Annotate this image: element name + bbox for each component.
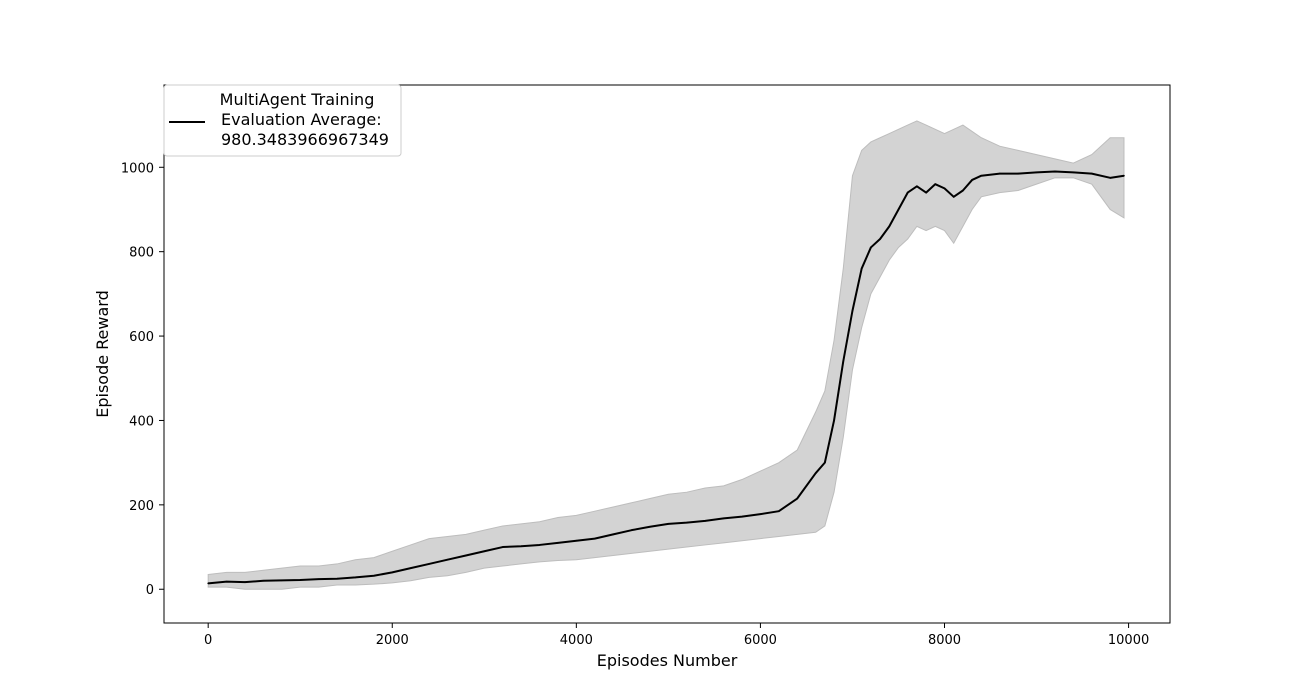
- series-0-point: [888, 225, 891, 228]
- series-0-point: [1054, 170, 1056, 173]
- y-tick-label: 1000: [121, 161, 154, 176]
- series-0-point: [870, 246, 872, 249]
- series-0-point: [391, 571, 394, 574]
- series-0-point: [593, 537, 596, 540]
- series-0-point: [207, 582, 209, 585]
- series-0-line: [208, 170, 1125, 585]
- series-0-point: [520, 545, 522, 547]
- series-0-point: [842, 360, 845, 363]
- series-0-point: [879, 238, 881, 240]
- series-0-point: [446, 558, 449, 561]
- series-0-point: [934, 183, 937, 185]
- series-0-point: [281, 579, 283, 582]
- series-0-point: [557, 542, 559, 544]
- series-0-point: [262, 580, 265, 582]
- y-axis-ticks: 0 200 400 600 800 1000: [121, 161, 164, 598]
- series-0-point: [649, 525, 651, 528]
- series-0-point: [906, 191, 909, 194]
- x-tick-label: 6000: [744, 633, 777, 648]
- series-0-point: [1035, 171, 1038, 174]
- series-0-point: [824, 461, 826, 464]
- series-0-point: [1017, 172, 1019, 175]
- series-0-point: [722, 517, 725, 520]
- series-0-band: [207, 120, 1125, 590]
- series-0-point: [925, 191, 927, 194]
- y-axis-label: Episode Reward: [93, 290, 112, 418]
- series-0-point: [741, 515, 743, 518]
- series-0-point: [860, 267, 863, 270]
- series-0-point: [538, 544, 541, 546]
- series-0-point: [962, 189, 964, 192]
- y-tick-label: 0: [146, 583, 154, 598]
- x-tick-label: 8000: [928, 633, 961, 648]
- y-tick-label: 800: [129, 246, 154, 261]
- series-0-point: [1109, 177, 1111, 179]
- series-0-point: [685, 521, 688, 524]
- series-0-point: [814, 472, 817, 475]
- series-0-point: [630, 529, 633, 531]
- plot-frame: [163, 84, 1171, 624]
- series-0-point: [1123, 174, 1125, 177]
- series-0-point: [833, 419, 835, 422]
- series-0-point: [225, 580, 228, 583]
- series-0-point: [575, 539, 578, 542]
- series-0-point: [796, 497, 799, 500]
- series-0-point: [667, 523, 670, 525]
- series-0-point: [317, 578, 320, 580]
- series-0-point: [1090, 172, 1093, 175]
- series-0-point: [952, 196, 955, 198]
- series-0-point: [612, 533, 614, 536]
- x-tick-label: 4000: [560, 633, 593, 648]
- x-tick-label: 2000: [376, 633, 409, 648]
- series-0-point: [943, 187, 946, 190]
- series-0-point: [1072, 171, 1075, 174]
- series-0-point: [428, 563, 430, 565]
- series-0-point: [299, 579, 302, 581]
- series-0-point: [759, 513, 762, 515]
- x-axis-ticks: 0 2000 4000 6000 8000 10000: [204, 623, 1149, 648]
- series-0-point: [897, 208, 900, 211]
- series-0-point: [244, 581, 246, 583]
- y-tick-label: 200: [129, 499, 154, 514]
- y-tick-label: 600: [129, 330, 154, 345]
- legend: MultiAgent Training Evaluation Average: 9…: [163, 84, 402, 157]
- series-0-point: [336, 577, 338, 580]
- legend-entry-label: Evaluation Average: 980.3483966967349: [221, 110, 389, 149]
- confidence-band-layer: [207, 120, 1125, 590]
- series-0-point: [851, 309, 854, 312]
- series-line-layer: [207, 170, 1125, 585]
- series-0-point: [971, 179, 973, 181]
- series-0-point: [373, 574, 375, 577]
- series-0-point: [354, 576, 357, 579]
- series-0-point: [998, 172, 1001, 175]
- series-0-point: [980, 174, 983, 177]
- legend-box: [163, 84, 402, 157]
- series-0-point: [501, 546, 504, 548]
- series-0-point: [465, 554, 467, 557]
- y-tick-label: 400: [129, 414, 154, 429]
- x-tick-label: 10000: [1108, 633, 1149, 648]
- series-0-point: [409, 567, 412, 569]
- series-0-point: [704, 520, 706, 522]
- x-tick-label: 0: [204, 633, 212, 648]
- series-0-point: [916, 185, 918, 188]
- x-axis-label: Episodes Number: [597, 651, 738, 670]
- series-0-point: [483, 550, 486, 553]
- series-0-point: [778, 510, 780, 512]
- legend-title: MultiAgent Training: [220, 90, 375, 109]
